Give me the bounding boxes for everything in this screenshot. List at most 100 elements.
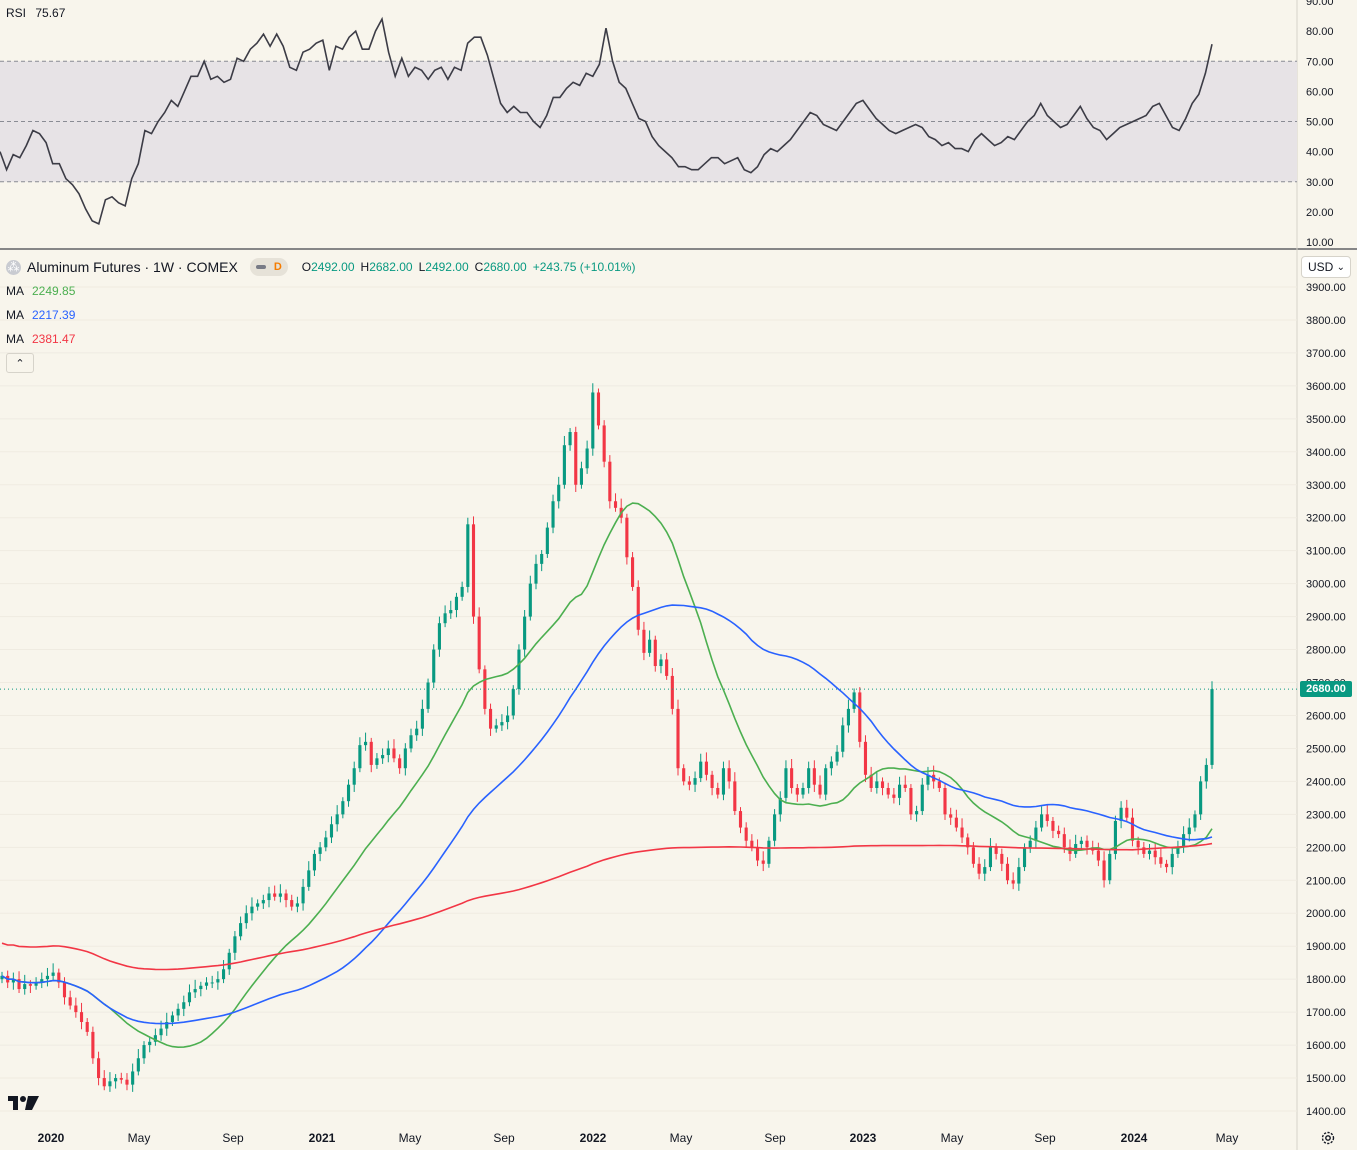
ma-legend-3[interactable]: MA 2381.47: [6, 332, 76, 346]
visibility-pill[interactable]: D: [249, 258, 288, 276]
ma-value: 2217.39: [32, 308, 76, 322]
candle-body: [199, 985, 203, 990]
collapse-legend-button[interactable]: ⌃: [6, 353, 34, 373]
price-tick-label: 3700.00: [1306, 348, 1346, 360]
candle-body: [1187, 827, 1191, 835]
candle-body: [869, 774, 873, 788]
rsi-value: 75.67: [35, 6, 66, 20]
candle-body: [1119, 807, 1123, 821]
candle-body: [295, 903, 299, 907]
candle-body: [250, 906, 254, 914]
candle-body: [1176, 847, 1180, 854]
candle-body: [216, 979, 220, 983]
ma-legend-2[interactable]: MA 2217.39: [6, 308, 76, 322]
candle-body: [1045, 814, 1049, 821]
candle-body: [488, 708, 493, 729]
price-tick-label: 3100.00: [1306, 546, 1346, 558]
candle-body: [193, 989, 197, 993]
candle-body: [988, 847, 993, 868]
moving-average-line: [1, 502, 1213, 1049]
candle-body: [1142, 847, 1146, 854]
candle-body: [352, 768, 356, 785]
price-tick-label: 1900.00: [1306, 941, 1346, 953]
rsi-line: [0, 16, 1213, 226]
candle-body: [1102, 860, 1106, 881]
candle-body: [591, 392, 595, 449]
candle-body: [1085, 840, 1089, 848]
time-tick-label: May: [1216, 1131, 1239, 1145]
candle-body: [290, 900, 294, 907]
currency-select[interactable]: USD ⌄: [1301, 256, 1351, 278]
last-price-badge: 2680.00: [1300, 681, 1352, 697]
rsi-legend: RSI 75.67: [6, 6, 65, 20]
ohlc-low: L2492.00: [418, 260, 469, 274]
candle-body: [398, 758, 402, 769]
candle-body: [318, 847, 322, 854]
price-tick-label: 3000.00: [1306, 579, 1346, 591]
candle-body: [778, 797, 782, 815]
candle-body: [511, 689, 515, 716]
candle-body: [540, 553, 544, 564]
candle-body: [386, 748, 390, 756]
candle-body: [1022, 847, 1027, 868]
candle-body: [670, 675, 674, 709]
candle-body: [477, 616, 481, 670]
candle-body: [852, 692, 856, 709]
price-tick-label: 3600.00: [1306, 381, 1346, 393]
candle-body: [204, 982, 209, 986]
candle-body: [284, 893, 288, 901]
candle-body: [613, 501, 618, 508]
tradingview-logo-icon[interactable]: [8, 1094, 40, 1112]
ohlc-close: C2680.00: [474, 260, 527, 274]
candle-body: [710, 774, 714, 788]
candle-body: [136, 1058, 140, 1072]
time-tick-label: Sep: [764, 1131, 786, 1145]
eye-icon[interactable]: [255, 265, 266, 269]
candle-body: [880, 781, 885, 788]
candle-body: [897, 784, 902, 798]
rsi-tick-label: 70.00: [1306, 56, 1334, 68]
candle-body: [369, 741, 373, 765]
candle-body: [761, 860, 765, 864]
candle-body: [335, 814, 339, 825]
time-tick-label: 2022: [580, 1131, 607, 1145]
time-tick-label: 2024: [1121, 1131, 1148, 1145]
candle-body: [807, 768, 811, 788]
price-change: +243.75 (+10.01%): [532, 260, 636, 274]
candle-body: [1062, 834, 1066, 848]
settings-gear-icon[interactable]: [1320, 1130, 1336, 1146]
candle-body: [119, 1078, 123, 1080]
candle-body: [443, 613, 447, 624]
candle-body: [471, 524, 476, 617]
time-tick-label: Sep: [1034, 1131, 1056, 1145]
candle-body: [415, 728, 419, 736]
candle-body: [449, 610, 453, 614]
price-tick-label: 3500.00: [1306, 414, 1346, 426]
candle-body: [62, 982, 67, 998]
candle-body: [841, 725, 845, 752]
candle-body: [74, 1005, 78, 1013]
candle-body: [1040, 814, 1044, 828]
candle-body: [1113, 820, 1117, 854]
candle-body: [534, 563, 538, 584]
candle-body: [17, 979, 21, 990]
candle-body: [1125, 807, 1129, 818]
candle-body: [892, 794, 896, 798]
time-tick-label: Sep: [493, 1131, 515, 1145]
candle-body: [494, 725, 498, 729]
candle-body: [34, 982, 38, 986]
rsi-tick-label: 80.00: [1306, 26, 1334, 38]
ma-legend-1[interactable]: MA 2249.85: [6, 284, 76, 298]
candle-body: [114, 1078, 118, 1082]
rsi-tick-label: 50.00: [1306, 117, 1334, 129]
candle-body: [466, 524, 470, 587]
candle-body: [307, 870, 311, 887]
candle-body: [1000, 853, 1004, 864]
symbol-icon[interactable]: ⁂: [6, 259, 21, 275]
candle-body: [528, 583, 532, 617]
symbol-title[interactable]: Aluminum Futures · 1W · COMEX: [27, 259, 238, 275]
candle-body: [108, 1081, 112, 1087]
rsi-tick-label: 10.00: [1306, 237, 1334, 249]
candle-body: [596, 392, 601, 426]
